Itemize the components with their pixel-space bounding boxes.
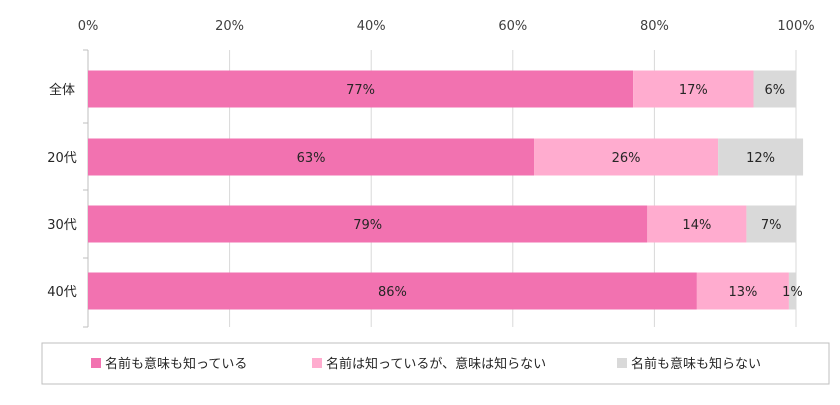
- bar-segment: [753, 70, 796, 108]
- y-category-label: 40代: [47, 285, 77, 300]
- y-category-label: 30代: [47, 218, 77, 233]
- bar-segment: [88, 70, 634, 108]
- bar-data-label: 86%: [378, 285, 407, 300]
- bar-data-label: 7%: [761, 218, 782, 233]
- y-category-label: 20代: [47, 151, 77, 166]
- legend-label: 名前も意味も知らない: [631, 356, 761, 372]
- legend: 名前も意味も知っている 名前は知っているが、意味は知らない 名前も意味も知らない: [41, 342, 830, 385]
- bar-segment: [788, 272, 796, 310]
- bar-data-label: 26%: [612, 151, 641, 166]
- x-tick-label: 0%: [78, 19, 99, 34]
- bar-segment: [696, 272, 789, 310]
- x-tick-label: 60%: [498, 19, 527, 34]
- bar-data-label: 14%: [682, 218, 711, 233]
- bar-data-label: 1%: [782, 285, 803, 300]
- x-tick-label: 80%: [640, 19, 669, 34]
- legend-swatch: [312, 358, 322, 368]
- bar-data-label: 79%: [353, 218, 382, 233]
- bar-segment: [746, 205, 796, 243]
- x-tick-label: 20%: [215, 19, 244, 34]
- legend-label: 名前は知っているが、意味は知らない: [326, 356, 546, 372]
- bar-segment: [88, 272, 697, 310]
- bar-data-label: 13%: [728, 285, 757, 300]
- bar-data-label: 17%: [679, 83, 708, 98]
- bar-data-label: 12%: [746, 151, 775, 166]
- axis-layer: 0% 20% 40% 60% 80% 100% 全体 20代 30代 40代: [47, 19, 815, 328]
- bar-segment: [88, 138, 535, 176]
- bar-segment: [633, 70, 754, 108]
- legend-swatch: [91, 358, 101, 368]
- bar-data-label: 63%: [297, 151, 326, 166]
- y-category-label: 全体: [49, 82, 75, 98]
- bar-layer: 77% 17% 6% 63% 26% 12% 79% 14% 7% 86% 13% 1%: [88, 70, 804, 310]
- bar-segment: [534, 138, 719, 176]
- x-tick-label: 100%: [777, 19, 814, 34]
- bar-data-label: 77%: [346, 83, 375, 98]
- bar-segment: [88, 205, 648, 243]
- bar-segment: [718, 138, 804, 176]
- bar-segment: [647, 205, 747, 243]
- legend-box: [41, 342, 830, 385]
- x-tick-label: 40%: [357, 19, 386, 34]
- legend-swatch: [617, 358, 627, 368]
- bar-data-label: 6%: [764, 83, 785, 98]
- legend-label: 名前も意味も知っている: [105, 356, 247, 372]
